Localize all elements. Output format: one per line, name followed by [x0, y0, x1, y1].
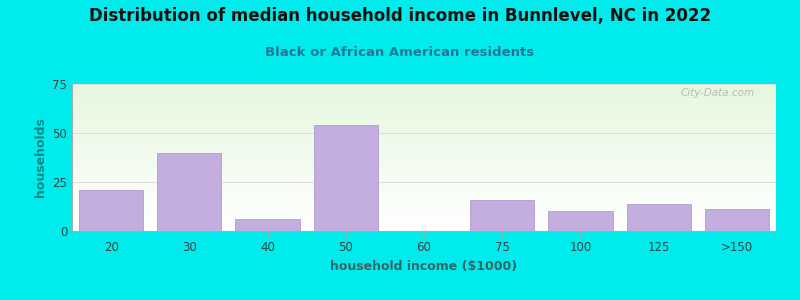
Y-axis label: households: households [34, 118, 46, 197]
Text: Black or African American residents: Black or African American residents [266, 46, 534, 59]
Bar [470, 200, 534, 231]
Bar [548, 212, 613, 231]
Text: City-Data.com: City-Data.com [681, 88, 755, 98]
Text: Distribution of median household income in Bunnlevel, NC in 2022: Distribution of median household income … [89, 8, 711, 26]
Bar [314, 125, 378, 231]
Bar [626, 204, 690, 231]
Bar [79, 190, 143, 231]
Bar [705, 209, 769, 231]
Bar [235, 219, 300, 231]
Bar [158, 153, 222, 231]
X-axis label: household income ($1000): household income ($1000) [330, 260, 518, 273]
